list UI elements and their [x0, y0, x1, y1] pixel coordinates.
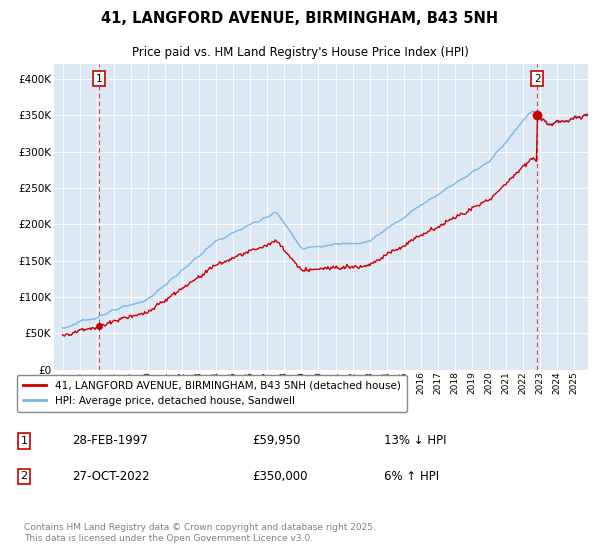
- Text: Price paid vs. HM Land Registry's House Price Index (HPI): Price paid vs. HM Land Registry's House …: [131, 46, 469, 59]
- Text: £59,950: £59,950: [252, 435, 301, 447]
- Text: 28-FEB-1997: 28-FEB-1997: [72, 435, 148, 447]
- Text: 1: 1: [20, 436, 28, 446]
- Text: 1: 1: [96, 73, 103, 83]
- Text: £350,000: £350,000: [252, 470, 308, 483]
- Text: 13% ↓ HPI: 13% ↓ HPI: [384, 435, 446, 447]
- Legend: 41, LANGFORD AVENUE, BIRMINGHAM, B43 5NH (detached house), HPI: Average price, d: 41, LANGFORD AVENUE, BIRMINGHAM, B43 5NH…: [17, 375, 407, 412]
- Text: 41, LANGFORD AVENUE, BIRMINGHAM, B43 5NH: 41, LANGFORD AVENUE, BIRMINGHAM, B43 5NH: [101, 11, 499, 26]
- Text: 27-OCT-2022: 27-OCT-2022: [72, 470, 149, 483]
- Text: 6% ↑ HPI: 6% ↑ HPI: [384, 470, 439, 483]
- Text: 2: 2: [20, 472, 28, 482]
- Text: Contains HM Land Registry data © Crown copyright and database right 2025.
This d: Contains HM Land Registry data © Crown c…: [24, 523, 376, 543]
- Text: 2: 2: [534, 73, 541, 83]
